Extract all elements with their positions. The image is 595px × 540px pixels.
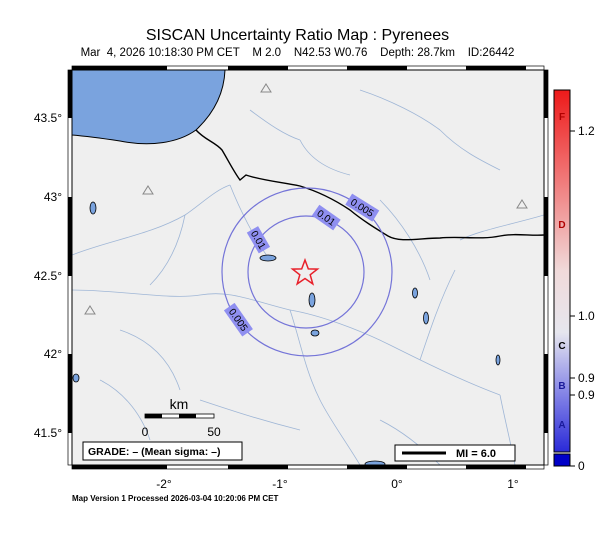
lon-tick-label: 0° <box>391 477 403 491</box>
event-id: ID:26442 <box>467 47 515 59</box>
colorbar-grade: D <box>558 220 565 231</box>
colorbar-min-swatch <box>553 453 571 467</box>
colorbar-grade: A <box>558 420 565 431</box>
scale-bar-unit: km <box>170 396 189 412</box>
grade-box: GRADE: – (Mean sigma: –) <box>82 441 243 461</box>
colorbar-gradient <box>553 89 571 453</box>
event-subtitle: Mar 4, 2026 10:18:30 PM CET M 2.0 N42.53… <box>0 47 595 59</box>
colorbar-grade: B <box>558 381 565 392</box>
grade-text: GRADE: – (Mean sigma: –) <box>88 446 220 458</box>
lat-tick-label: 41.5° <box>34 426 62 440</box>
lat-tick-label: 43° <box>44 190 62 204</box>
scale-bar: km 0 50 <box>142 396 221 439</box>
colorbar-value: 0 <box>578 459 585 473</box>
event-datetime: Mar 4, 2026 10:18:30 PM CET <box>80 47 240 59</box>
contour-0.01 <box>247 215 365 329</box>
lon-tick-label: 1° <box>507 477 519 491</box>
lon-tick-label: -1° <box>272 477 288 491</box>
station-triangle <box>516 199 528 209</box>
contour-0.005 <box>221 187 393 357</box>
frame-ticks <box>67 65 549 470</box>
event-depth: Depth: 28.7km <box>380 47 455 59</box>
colorbar-value: 0.9 <box>578 388 595 402</box>
map-area: 0.005 0.01 0.01 0.005 <box>72 70 544 465</box>
colorbar-grade: F <box>559 112 565 123</box>
rivers <box>72 89 544 465</box>
lat-tick-label: 43.5° <box>34 111 62 125</box>
uncertainty-contours <box>221 187 393 357</box>
lon-tick-label: -2° <box>156 477 172 491</box>
station-triangle <box>84 305 96 315</box>
station-markers <box>84 83 528 315</box>
map-title: SISCAN Uncertainty Ratio Map : Pyrenees <box>145 27 450 44</box>
epicenter-star <box>290 257 320 286</box>
event-location: N42.53 W0.76 <box>293 47 368 59</box>
colorbar: F D C B A 1.2 1.0 0.9 0.9 0 <box>553 89 595 473</box>
station-triangle <box>260 83 272 93</box>
border-line <box>195 129 544 241</box>
processing-footer: Map Version 1 Processed 2026-03-04 10:20… <box>72 494 279 503</box>
colorbar-value: 1.0 <box>578 309 595 323</box>
mi-legend: MI = 6.0 <box>394 444 516 462</box>
lat-tick-label: 42.5° <box>34 269 62 283</box>
lat-tick-label: 42° <box>44 347 62 361</box>
scale-bar-max: 50 <box>207 425 221 439</box>
lakes <box>72 201 501 465</box>
colorbar-grade: C <box>558 341 565 352</box>
colorbar-value: 1.2 <box>578 124 595 138</box>
colorbar-value: 0.9 <box>578 371 595 385</box>
event-magnitude: M 2.0 <box>252 47 282 59</box>
scale-bar-min: 0 <box>142 425 149 439</box>
lon-tick-labels: -2° -1° 0° 1° <box>156 477 519 491</box>
sea-bay-of-biscay <box>72 70 226 145</box>
lat-tick-labels: 43.5° 43° 42.5° 42° 41.5° <box>34 111 62 440</box>
mi-legend-text: MI = 6.0 <box>456 448 496 460</box>
station-triangle <box>142 185 154 195</box>
